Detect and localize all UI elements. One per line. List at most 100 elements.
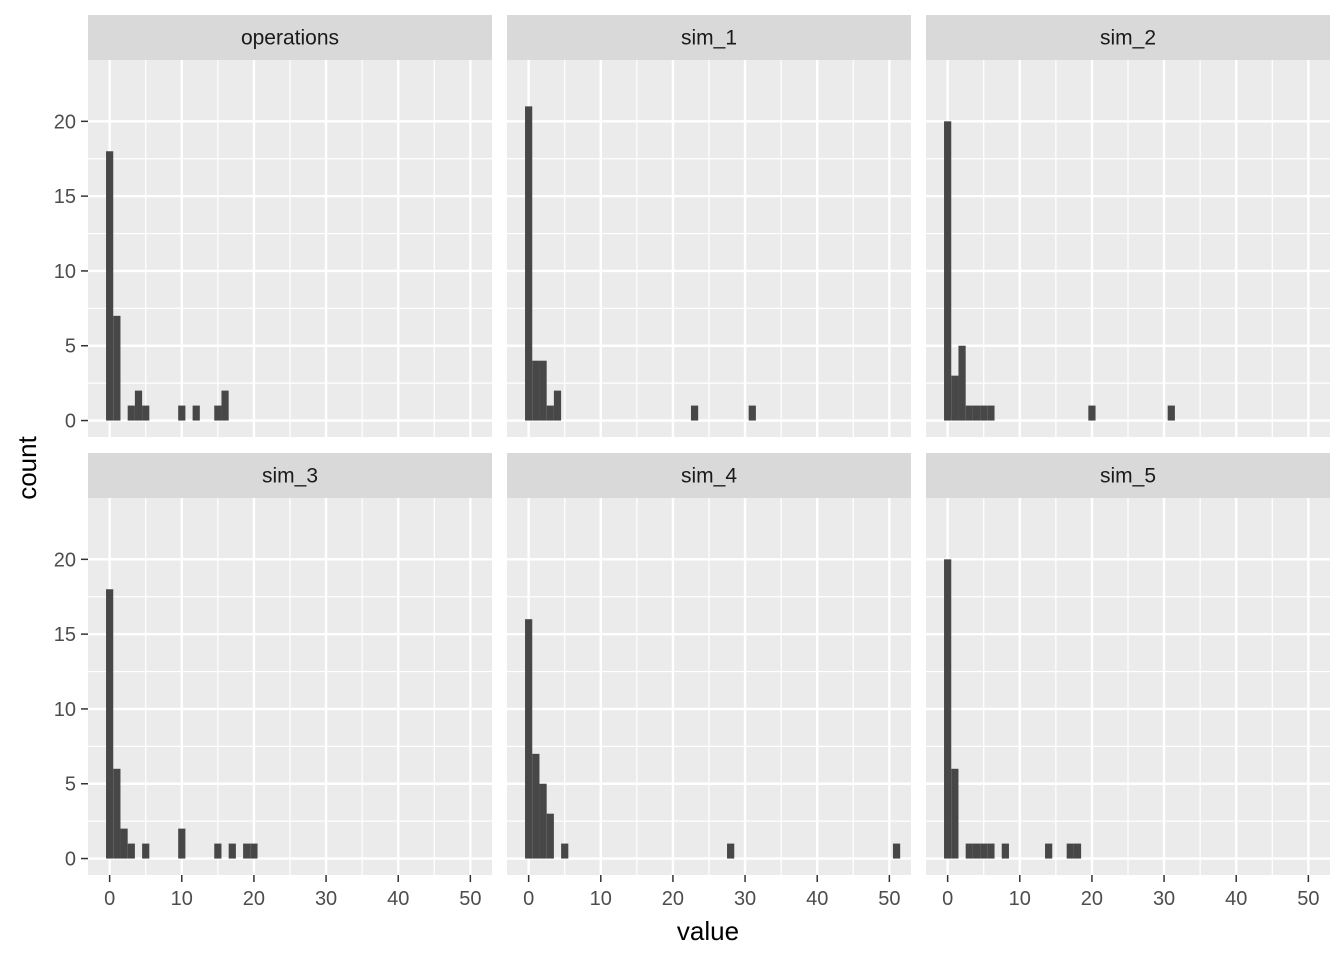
histogram-bar — [980, 843, 988, 859]
facet-strip-label: sim_2 — [1100, 27, 1156, 50]
x-tick-label: 0 — [942, 888, 953, 910]
histogram-bar — [987, 405, 995, 421]
histogram-bar — [243, 843, 251, 859]
histogram-bar — [221, 390, 229, 421]
facet-strip-label: sim_4 — [681, 465, 737, 488]
x-tick-label: 30 — [315, 888, 337, 910]
histogram-bar — [1088, 405, 1096, 421]
facet-strip — [926, 453, 1330, 498]
histogram-bar — [178, 405, 186, 421]
facet-panel: sim_1 — [507, 15, 911, 437]
facet-strip — [507, 453, 911, 498]
histogram-bar — [553, 390, 562, 421]
x-tick-label: 50 — [1297, 888, 1319, 910]
histogram-bar — [690, 405, 699, 421]
histogram-bar — [127, 405, 135, 421]
histogram-bar — [525, 106, 533, 421]
x-tick-label: 50 — [459, 888, 481, 910]
histogram-bar — [748, 405, 756, 421]
histogram-bar — [958, 345, 966, 421]
facet-strip — [926, 15, 1330, 60]
histogram-bar — [250, 843, 258, 859]
histogram-bar — [142, 405, 150, 421]
y-tick-label: 5 — [65, 336, 76, 358]
x-tick-label: 30 — [1153, 888, 1175, 910]
histogram-bar — [951, 375, 959, 421]
histogram-bar — [127, 843, 135, 859]
histogram-bar — [892, 843, 901, 859]
histogram-bar — [1167, 405, 1175, 421]
histogram-bar — [228, 843, 236, 859]
histogram-bar — [1001, 843, 1009, 859]
histogram-bar — [539, 360, 547, 421]
x-tick-label: 10 — [590, 888, 612, 910]
facet-panel: sim_3 0 5 10 15 20 0 10 20 30 40 50 — [54, 453, 492, 910]
histogram-bar — [539, 783, 547, 859]
x-tick-label: 30 — [734, 888, 756, 910]
y-tick-label: 15 — [54, 624, 76, 646]
histogram-bar — [106, 151, 114, 421]
histogram-bar — [1045, 843, 1053, 859]
x-tick-label: 40 — [1225, 888, 1247, 910]
x-tick-label: 20 — [1081, 888, 1103, 910]
facet-panel: sim_4 0 10 20 30 40 50 — [507, 453, 911, 910]
x-tick-label: 20 — [662, 888, 684, 910]
histogram-bar — [214, 843, 222, 859]
x-tick-label: 40 — [387, 888, 409, 910]
x-tick-label: 50 — [878, 888, 900, 910]
y-tick-label: 20 — [54, 111, 76, 133]
histogram-bar — [972, 405, 981, 421]
histogram-bar — [113, 768, 121, 859]
y-tick-label: 0 — [65, 849, 76, 871]
histogram-bar — [965, 843, 973, 859]
histogram-bar — [106, 589, 114, 859]
facet-panel: sim_5 0 10 20 30 40 50 — [926, 453, 1330, 910]
x-tick-label: 10 — [1009, 888, 1031, 910]
histogram-bar — [192, 405, 200, 421]
x-tick-label: 20 — [243, 888, 265, 910]
histogram-bar — [972, 843, 981, 859]
histogram-bar — [1066, 843, 1074, 859]
histogram-bar — [951, 768, 959, 859]
histogram-bar — [1073, 843, 1082, 859]
y-tick-label: 5 — [65, 774, 76, 796]
facet-strip-label: sim_3 — [262, 465, 318, 488]
histogram-bar — [561, 843, 569, 859]
facet-strip — [507, 15, 911, 60]
histogram-bar — [532, 360, 540, 421]
y-tick-label: 20 — [54, 549, 76, 571]
x-axis-title: value — [677, 916, 739, 946]
histogram-bar — [142, 843, 150, 859]
histogram-bar — [178, 828, 186, 859]
x-tick-label: 10 — [171, 888, 193, 910]
histogram-bar — [120, 828, 128, 859]
histogram-bar — [113, 315, 121, 421]
x-tick-label: 0 — [523, 888, 534, 910]
facet-strip — [88, 15, 492, 60]
facet-strip-label: operations — [241, 27, 339, 50]
histogram-bar — [727, 843, 735, 859]
histogram-bar — [546, 405, 554, 421]
y-tick-label: 0 — [65, 411, 76, 433]
histogram-bar — [525, 619, 533, 859]
histogram-bar — [944, 559, 952, 859]
y-tick-label: 10 — [54, 699, 76, 721]
x-tick-label: 0 — [104, 888, 115, 910]
facet-strip-label: sim_1 — [681, 27, 737, 50]
histogram-bar — [532, 753, 540, 859]
histogram-bar — [987, 843, 995, 859]
x-tick-label: 40 — [806, 888, 828, 910]
histogram-bar — [965, 405, 973, 421]
facet-strip-label: sim_5 — [1100, 465, 1156, 488]
y-tick-label: 15 — [54, 186, 76, 208]
y-axis-title: count — [12, 435, 42, 499]
histogram-bar — [944, 121, 952, 421]
y-tick-label: 10 — [54, 261, 76, 283]
facet-strip — [88, 453, 492, 498]
histogram-bar — [134, 390, 143, 421]
histogram-bar — [980, 405, 988, 421]
histogram-bar — [546, 813, 554, 859]
facet-panel: sim_2 — [926, 15, 1330, 437]
histogram-bar — [214, 405, 222, 421]
